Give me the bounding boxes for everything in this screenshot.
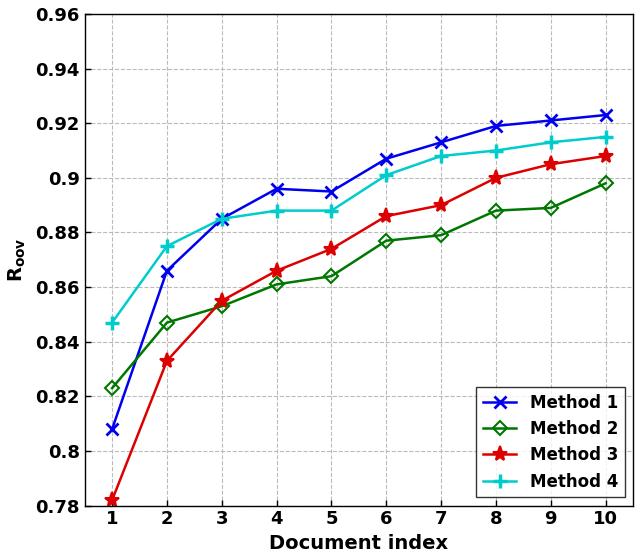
Method 4 xyxy=(602,133,609,140)
Method 3 xyxy=(602,153,609,160)
Method 2 xyxy=(328,273,335,279)
Method 1 xyxy=(383,155,390,162)
Method 1 xyxy=(273,185,280,192)
Method 3 xyxy=(547,161,555,167)
Line: Method 1: Method 1 xyxy=(106,109,612,436)
Method 1 xyxy=(328,188,335,195)
Method 2 xyxy=(383,237,390,244)
Method 2 xyxy=(492,207,500,214)
Method 1 xyxy=(437,139,445,146)
Method 4 xyxy=(108,319,116,326)
Method 3 xyxy=(328,245,335,252)
Line: Method 4: Method 4 xyxy=(105,130,612,330)
Method 2 xyxy=(163,319,171,326)
Method 2 xyxy=(273,281,280,288)
Method 4 xyxy=(437,153,445,160)
Method 3 xyxy=(108,497,116,503)
Method 4 xyxy=(163,243,171,250)
Line: Method 2: Method 2 xyxy=(108,179,611,393)
Method 3 xyxy=(218,297,226,304)
Method 4 xyxy=(492,147,500,154)
Method 1 xyxy=(547,117,555,124)
Method 1 xyxy=(163,267,171,274)
Method 4 xyxy=(383,172,390,179)
Method 4 xyxy=(273,207,280,214)
Method 2 xyxy=(108,385,116,391)
Method 2 xyxy=(437,232,445,239)
Method 3 xyxy=(383,213,390,220)
Method 2 xyxy=(218,303,226,310)
Method 4 xyxy=(328,207,335,214)
Method 1 xyxy=(218,216,226,222)
X-axis label: Document index: Document index xyxy=(269,534,449,553)
Legend: Method 1, Method 2, Method 3, Method 4: Method 1, Method 2, Method 3, Method 4 xyxy=(476,387,625,497)
Method 4 xyxy=(547,139,555,146)
Method 4 xyxy=(218,216,226,222)
Y-axis label: $\mathbf{R_{oov}}$: $\mathbf{R_{oov}}$ xyxy=(7,237,28,282)
Method 3 xyxy=(163,357,171,364)
Method 1 xyxy=(492,123,500,129)
Line: Method 3: Method 3 xyxy=(104,148,613,508)
Method 1 xyxy=(602,111,609,118)
Method 2 xyxy=(547,204,555,211)
Method 2 xyxy=(602,180,609,186)
Method 1 xyxy=(108,426,116,432)
Method 3 xyxy=(437,202,445,208)
Method 3 xyxy=(492,175,500,181)
Method 3 xyxy=(273,267,280,274)
